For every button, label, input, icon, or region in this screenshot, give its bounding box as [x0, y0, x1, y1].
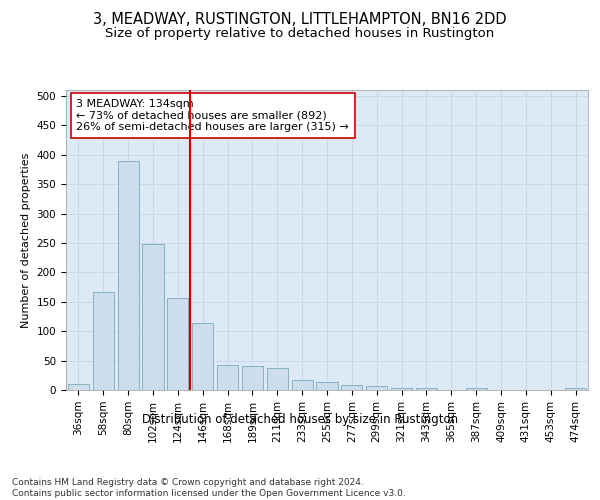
Y-axis label: Number of detached properties: Number of detached properties [21, 152, 31, 328]
Bar [267, 368, 288, 390]
Bar [242, 366, 263, 390]
Bar [416, 388, 437, 390]
Text: 3, MEADWAY, RUSTINGTON, LITTLEHAMPTON, BN16 2DD: 3, MEADWAY, RUSTINGTON, LITTLEHAMPTON, B… [93, 12, 507, 28]
Bar [316, 382, 338, 390]
Bar [217, 366, 238, 390]
Text: Contains HM Land Registry data © Crown copyright and database right 2024.
Contai: Contains HM Land Registry data © Crown c… [12, 478, 406, 498]
Bar [93, 292, 114, 390]
Text: 3 MEADWAY: 134sqm
← 73% of detached houses are smaller (892)
26% of semi-detache: 3 MEADWAY: 134sqm ← 73% of detached hous… [76, 99, 349, 132]
Bar [391, 388, 412, 390]
Bar [292, 380, 313, 390]
Text: Size of property relative to detached houses in Rustington: Size of property relative to detached ho… [106, 28, 494, 40]
Bar [142, 244, 164, 390]
Text: Distribution of detached houses by size in Rustington: Distribution of detached houses by size … [142, 412, 458, 426]
Bar [68, 384, 89, 390]
Bar [466, 388, 487, 390]
Bar [167, 298, 188, 390]
Bar [565, 388, 586, 390]
Bar [341, 386, 362, 390]
Bar [192, 323, 213, 390]
Bar [366, 386, 387, 390]
Bar [118, 160, 139, 390]
